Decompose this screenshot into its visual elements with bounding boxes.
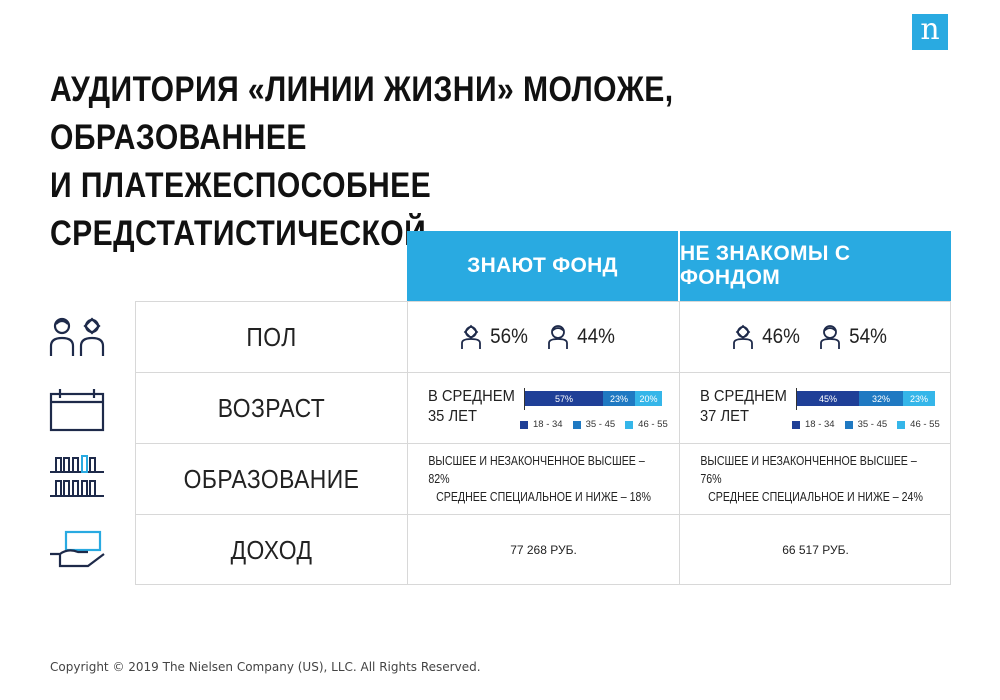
calendar-icon	[48, 388, 106, 437]
male-icon	[819, 325, 840, 349]
income-value: 77 268 РУБ.	[510, 543, 577, 557]
sex-cell-know: 56% 44%	[408, 302, 679, 372]
table-row-income: ДОХОД 77 268 РУБ. 66 517 РУБ.	[136, 515, 950, 586]
nielsen-logo: n	[912, 14, 948, 50]
age-average-label: В СРЕДНЕМ	[700, 388, 787, 405]
age-bar-segment: 20%	[635, 391, 662, 406]
page-title: АУДИТОРИЯ «ЛИНИИ ЖИЗНИ» МОЛОЖЕ, ОБРАЗОВА…	[50, 66, 790, 258]
male-percent: 54%	[848, 325, 887, 348]
row-label-income: ДОХОД	[230, 534, 313, 565]
female-percent: 46%	[762, 325, 801, 348]
age-bar-segment: 32%	[859, 391, 903, 406]
legend-swatch	[897, 420, 906, 429]
age-cell-unfamiliar: В СРЕДНЕМ 37 ЛЕТ 45% 32% 23% 18 - 34 35 - 45…	[680, 373, 951, 443]
age-average: В СРЕДНЕМ 35 ЛЕТ	[428, 387, 515, 427]
age-bar-segment: 23%	[903, 391, 935, 406]
data-table: ПОЛ 56% 44% 46% 54% ВОЗРАСТ	[135, 301, 951, 585]
row-label-age: ВОЗРАСТ	[217, 392, 326, 423]
copyright-footer: Copyright © 2019 The Nielsen Company (US…	[50, 660, 481, 674]
education-cell-unfamiliar: ВЫСШЕЕ И НЕЗАКОНЧЕННОЕ ВЫСШЕЕ – 76% СРЕД…	[680, 444, 951, 514]
legend-label: 46 - 55	[910, 419, 940, 430]
age-average-label: В СРЕДНЕМ	[428, 388, 515, 405]
female-icon	[461, 324, 482, 349]
male-percent: 44%	[576, 325, 615, 348]
legend-swatch	[572, 420, 581, 429]
education-cell-know: ВЫСШЕЕ И НЕЗАКОНЧЕННОЕ ВЫСШЕЕ – 82% СРЕД…	[408, 444, 679, 514]
legend-item: 35 - 45	[844, 419, 888, 430]
row-label-sex: ПОЛ	[246, 321, 297, 352]
people-icon	[48, 316, 106, 365]
female-icon	[733, 324, 754, 349]
legend-swatch	[792, 420, 800, 429]
age-bar-segment: 57%	[525, 391, 603, 406]
age-bar-segment: 23%	[603, 391, 635, 406]
legend-item: 18 - 34	[792, 419, 835, 430]
age-average: В СРЕДНЕМ 37 ЛЕТ	[700, 387, 787, 427]
sex-cell-unfamiliar: 46% 54%	[680, 302, 951, 372]
income-value: 66 517 РУБ.	[782, 543, 849, 557]
bar-axis	[524, 388, 525, 410]
income-cell-unfamiliar: 66 517 РУБ.	[680, 515, 951, 585]
age-average-value: 37 ЛЕТ	[700, 408, 749, 425]
age-legend: 18 - 34 35 - 45 46 - 55	[520, 419, 668, 430]
row-label-education: ОБРАЗОВАНИЕ	[183, 463, 360, 494]
legend-label: 18 - 34	[805, 419, 835, 430]
legend-swatch	[625, 420, 634, 429]
legend-item: 46 - 55	[625, 419, 668, 430]
money-hand-icon	[48, 528, 106, 577]
legend-item: 18 - 34	[520, 419, 563, 430]
age-cell-know: В СРЕДНЕМ 35 ЛЕТ 57% 23% 20% 18 - 34 35 - 45…	[408, 373, 679, 443]
books-icon	[48, 454, 106, 503]
table-row-age: ВОЗРАСТ В СРЕДНЕМ 35 ЛЕТ 57% 23% 20% 18 - 3…	[136, 373, 950, 444]
column-header-know-fund: ЗНАЮТ ФОНД	[407, 231, 678, 301]
education-secondary: СРЕДНЕЕ СПЕЦИАЛЬНОЕ И НИЖЕ – 18%	[436, 490, 651, 504]
legend-item: 35 - 45	[572, 419, 616, 430]
legend-label: 35 - 45	[585, 419, 616, 430]
legend-label: 35 - 45	[857, 419, 888, 430]
legend-item: 46 - 55	[897, 419, 940, 430]
female-percent: 56%	[490, 325, 529, 348]
title-line-2: И ПЛАТЕЖЕСПОСОБНЕЕ СРЕДСТАТИСТИЧЕСКОЙ	[50, 166, 432, 253]
age-bar-segment: 45%	[797, 391, 859, 406]
legend-swatch	[520, 420, 528, 429]
table-row-sex: ПОЛ 56% 44% 46% 54%	[136, 302, 950, 373]
legend-label: 46 - 55	[638, 419, 668, 430]
male-icon	[547, 325, 568, 349]
age-legend: 18 - 34 35 - 45 46 - 55	[792, 419, 940, 430]
legend-swatch	[844, 420, 853, 429]
table-row-education: ОБРАЗОВАНИЕ ВЫСШЕЕ И НЕЗАКОНЧЕННОЕ ВЫСШЕ…	[136, 444, 950, 515]
education-higher: ВЫСШЕЕ И НЕЗАКОНЧЕННОЕ ВЫСШЕЕ – 82%	[428, 454, 645, 486]
education-higher: ВЫСШЕЕ И НЕЗАКОНЧЕННОЕ ВЫСШЕЕ – 76%	[700, 454, 917, 486]
bar-axis	[796, 388, 797, 410]
legend-label: 18 - 34	[533, 419, 563, 430]
education-secondary: СРЕДНЕЕ СПЕЦИАЛЬНОЕ И НИЖЕ – 24%	[708, 490, 923, 504]
title-line-1: АУДИТОРИЯ «ЛИНИИ ЖИЗНИ» МОЛОЖЕ, ОБРАЗОВА…	[50, 70, 674, 157]
column-header-unfamiliar: НЕ ЗНАКОМЫ С ФОНДОМ	[680, 231, 951, 301]
age-average-value: 35 ЛЕТ	[428, 408, 477, 425]
income-cell-know: 77 268 РУБ.	[408, 515, 679, 585]
